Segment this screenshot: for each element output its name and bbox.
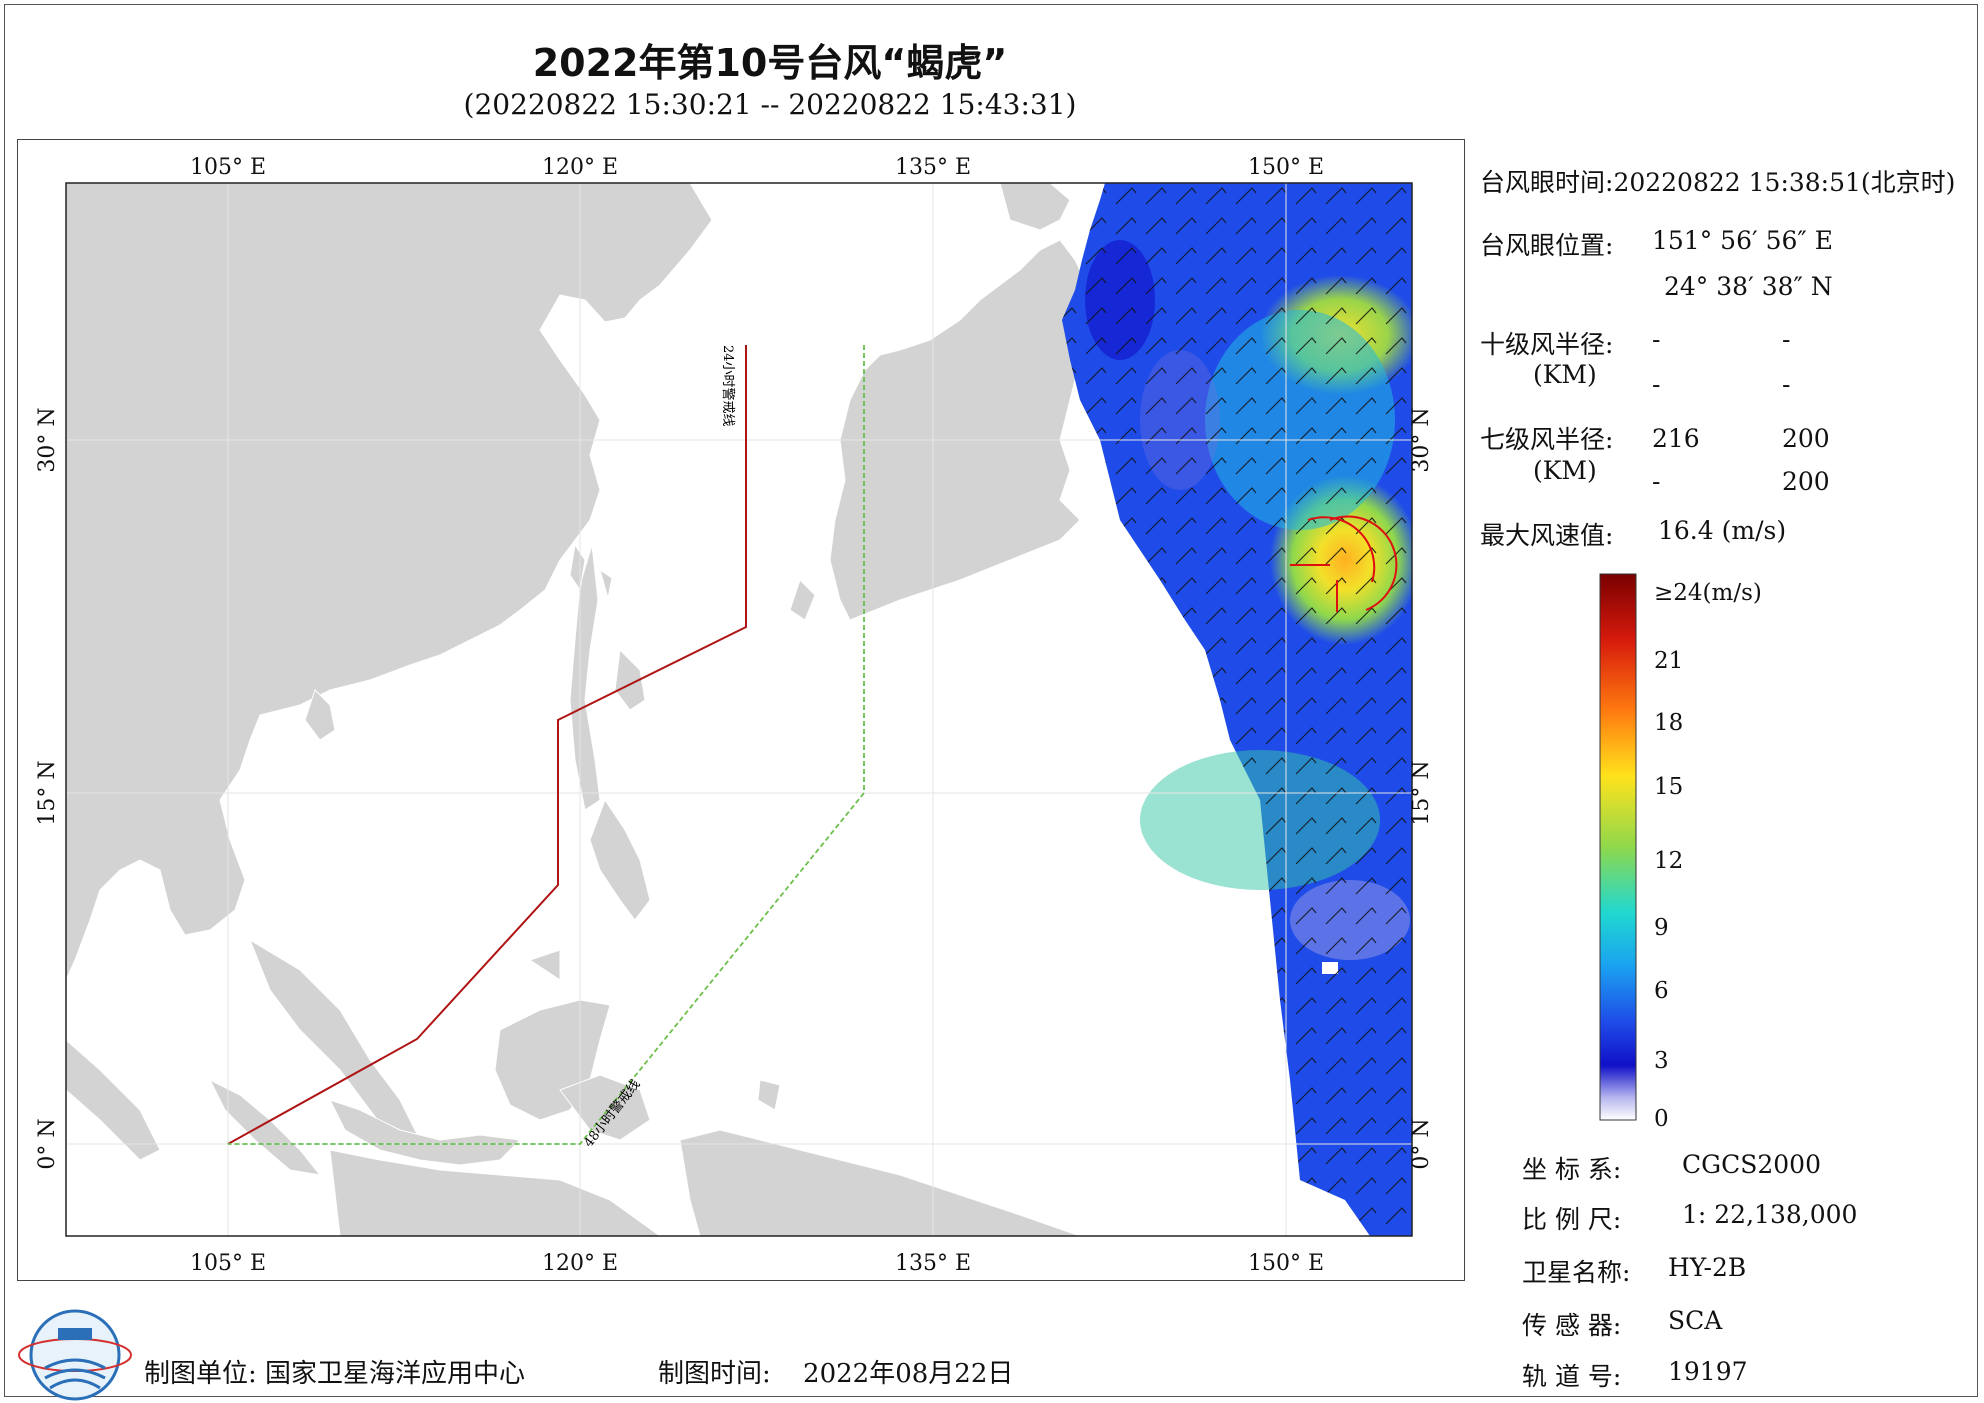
mapping-time-label: 制图时间: xyxy=(658,1359,771,1389)
eye-time-row: 台风眼时间:20220822 15:38:51(北京时) xyxy=(1480,163,1955,199)
lon-tick-label: 135° E xyxy=(895,1251,971,1276)
lon-labels-top: 105° E 120° E 135° E 150° E xyxy=(190,155,1324,180)
orbit-label: 轨 道 号: xyxy=(1522,1362,1622,1391)
r7-value: - xyxy=(1652,467,1661,496)
mapping-time: 制图时间: 2022年08月22日 xyxy=(658,1353,1013,1390)
r10-value: - xyxy=(1652,325,1661,354)
colorbar-label: 12 xyxy=(1654,848,1684,874)
graticule xyxy=(66,183,1412,1236)
r7-value: 216 xyxy=(1652,424,1700,453)
max-wind-value: 16.4 (m/s) xyxy=(1658,516,1787,545)
wind-barbs-overlay xyxy=(1062,183,1412,1236)
r10-label: 十级风半径: xyxy=(1480,330,1614,359)
r10-value: - xyxy=(1782,325,1791,354)
satellite-value: HY-2B xyxy=(1668,1253,1747,1282)
lon-tick-label: 135° E xyxy=(895,155,971,180)
sensor-value: SCA xyxy=(1668,1306,1723,1335)
r7-value: 200 xyxy=(1782,467,1830,496)
max-wind-label: 最大风速值: xyxy=(1480,521,1614,550)
lat-tick-label: 0° N xyxy=(1409,1118,1434,1169)
r7-label: 七级风半径: xyxy=(1480,425,1614,454)
sensor-label: 传 感 器: xyxy=(1522,1311,1622,1340)
colorbar-label: 3 xyxy=(1654,1048,1669,1074)
lon-tick-label: 120° E xyxy=(542,155,618,180)
colorbar-label: 9 xyxy=(1654,915,1669,941)
typhoon-eye-marker xyxy=(1290,515,1398,612)
mapping-unit-value: 国家卫星海洋应用中心 xyxy=(265,1359,526,1389)
r7-km-label: (KM) xyxy=(1533,456,1597,485)
colorbar-label: 21 xyxy=(1654,648,1684,674)
lat-tick-label: 30° N xyxy=(35,407,60,472)
warning-24h-label: 24小时警戒线 xyxy=(720,345,736,427)
eye-position-label: 台风眼位置: xyxy=(1480,231,1614,260)
colorbar-label: ≥24(m/s) xyxy=(1654,580,1762,606)
map-subtitle: (20220822 15:30:21 -- 20220822 15:43:31) xyxy=(463,88,1077,121)
warning-line-48h xyxy=(228,345,865,1145)
lat-tick-label: 0° N xyxy=(35,1118,60,1169)
eye-longitude: 151° 56′ 56″ E xyxy=(1652,226,1833,255)
eye-time-value: 20220822 15:38:51(北京时) xyxy=(1613,168,1956,197)
colorbar-label: 6 xyxy=(1654,978,1669,1004)
logo-emblem xyxy=(18,1309,132,1401)
lon-tick-label: 105° E xyxy=(190,155,266,180)
lat-tick-label: 15° N xyxy=(1409,760,1434,825)
colorbar-label: 0 xyxy=(1654,1106,1669,1132)
colorbar-label: 18 xyxy=(1654,710,1684,736)
lat-labels-left: 30° N 15° N 0° N xyxy=(35,407,60,1169)
mapping-time-value: 2022年08月22日 xyxy=(803,1359,1014,1389)
lon-tick-label: 150° E xyxy=(1248,155,1324,180)
lon-tick-label: 120° E xyxy=(542,1251,618,1276)
r10-value: - xyxy=(1652,370,1661,399)
lat-tick-label: 30° N xyxy=(1409,407,1434,472)
colorbar-gradient xyxy=(1599,573,1637,1121)
lat-labels-right: 30° N 15° N 0° N xyxy=(1409,407,1434,1169)
orbit-value: 19197 xyxy=(1668,1357,1748,1386)
r7-value: 200 xyxy=(1782,424,1830,453)
colorbar-label: 15 xyxy=(1654,774,1684,800)
mapping-unit-label: 制图单位: xyxy=(144,1359,257,1389)
lon-tick-label: 150° E xyxy=(1248,1251,1324,1276)
lon-labels-bottom: 105° E 120° E 135° E 150° E xyxy=(190,1251,1324,1276)
mapping-unit: 制图单位: 国家卫星海洋应用中心 xyxy=(144,1353,525,1390)
lon-tick-label: 105° E xyxy=(190,1251,266,1276)
eye-latitude: 24° 38′ 38″ N xyxy=(1664,272,1833,301)
page-frame xyxy=(4,4,1978,1397)
scale-label: 比 例 尺: xyxy=(1522,1205,1622,1234)
r10-value: - xyxy=(1782,370,1791,399)
lat-tick-label: 15° N xyxy=(35,760,60,825)
crs-label: 坐 标 系: xyxy=(1522,1155,1622,1184)
map-panel-border xyxy=(17,139,1465,1281)
scale-value: 1: 22,138,000 xyxy=(1682,1200,1858,1229)
satellite-label: 卫星名称: xyxy=(1522,1258,1631,1287)
eye-time-label: 台风眼时间: xyxy=(1480,168,1614,197)
map-title: 2022年第10号台风“蝎虎” xyxy=(532,41,1008,85)
warning-line-24h xyxy=(227,345,747,1145)
crs-value: CGCS2000 xyxy=(1682,1150,1821,1179)
r10-km-label: (KM) xyxy=(1533,360,1597,389)
map-frame xyxy=(65,182,1413,1237)
